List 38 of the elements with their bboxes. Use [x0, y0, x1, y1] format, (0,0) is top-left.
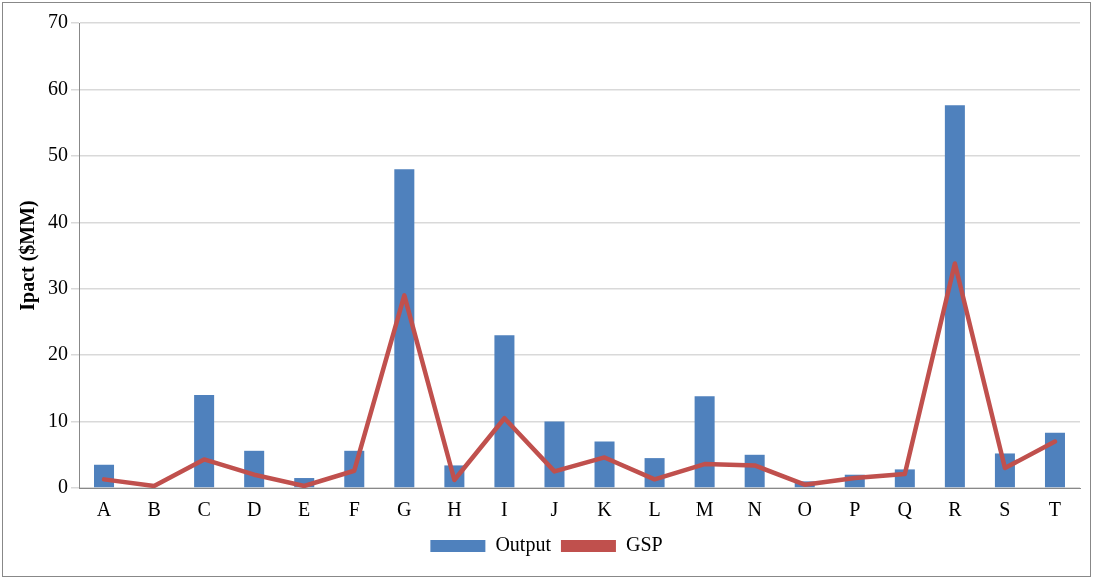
x-tick-label: F	[348, 498, 360, 521]
y-tick-label: 10	[48, 408, 68, 431]
x-tick-label: I	[501, 498, 508, 521]
y-tick-label: 40	[48, 209, 68, 232]
legend-label: GSP	[625, 533, 663, 556]
x-tick-label: J	[550, 498, 559, 521]
bar	[944, 105, 965, 488]
x-tick-label: Q	[897, 498, 913, 521]
x-tick-label: L	[648, 498, 661, 521]
x-tick-label: P	[849, 498, 861, 521]
x-tick-label: K	[597, 498, 613, 521]
y-tick-label: 20	[48, 342, 68, 365]
x-tick-label: S	[999, 498, 1011, 521]
y-tick-label: 70	[48, 10, 68, 33]
y-tick-label: 50	[48, 143, 68, 166]
x-tick-label: H	[447, 498, 462, 521]
x-tick-label: C	[197, 498, 211, 521]
x-tick-label: B	[147, 498, 161, 521]
bar	[494, 335, 515, 488]
bar	[544, 421, 565, 488]
legend-label: Output	[495, 533, 552, 557]
bar	[1044, 432, 1065, 488]
bar	[394, 169, 415, 488]
x-tick-label: N	[747, 498, 762, 521]
x-tick-label: M	[695, 498, 714, 521]
x-tick-label: A	[96, 498, 112, 521]
x-tick-label: G	[397, 498, 412, 521]
x-tick-label: E	[298, 498, 311, 521]
x-tick-label: O	[797, 498, 812, 521]
y-tick-label: 30	[48, 275, 68, 298]
y-tick-label: 0	[58, 475, 68, 498]
bar	[194, 395, 215, 488]
x-tick-label: R	[948, 498, 963, 521]
bar	[694, 396, 715, 488]
y-axis-title: Ipact ($MM)	[16, 200, 40, 311]
y-tick-label: 60	[48, 76, 68, 99]
x-tick-label: T	[1048, 498, 1062, 521]
x-tick-label: D	[246, 498, 262, 521]
